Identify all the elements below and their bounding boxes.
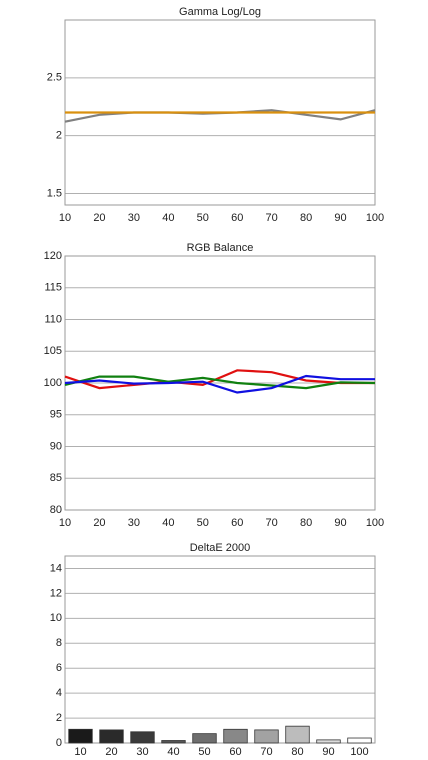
x-tick-label: 80: [300, 212, 312, 224]
x-tick-label: 10: [74, 746, 86, 758]
bar: [192, 733, 217, 744]
y-tick-label: 8: [56, 637, 62, 649]
x-tick-label: 30: [128, 517, 140, 529]
bar: [99, 729, 124, 744]
x-tick-label: 60: [231, 212, 243, 224]
y-tick-label: 105: [44, 345, 62, 357]
x-tick-label: 100: [366, 517, 384, 529]
y-tick-label: 2: [56, 712, 62, 724]
x-tick-label: 40: [167, 746, 179, 758]
bar: [285, 725, 310, 744]
x-tick-label: 20: [93, 517, 105, 529]
chart-title: RGB Balance: [187, 242, 254, 254]
x-tick-label: 40: [162, 517, 174, 529]
x-tick-label: 100: [350, 746, 368, 758]
x-tick-label: 100: [366, 212, 384, 224]
bar: [161, 740, 186, 744]
x-tick-label: 20: [93, 212, 105, 224]
y-tick-label: 14: [50, 562, 62, 574]
chart-title: DeltaE 2000: [190, 542, 251, 554]
y-tick-label: 0: [56, 737, 62, 749]
y-tick-label: 4: [56, 687, 62, 699]
data-line: [64, 369, 375, 390]
x-tick-label: 20: [105, 746, 117, 758]
x-tick-label: 30: [136, 746, 148, 758]
x-tick-label: 40: [162, 212, 174, 224]
x-tick-label: 60: [229, 746, 241, 758]
x-tick-label: 50: [197, 517, 209, 529]
x-tick-label: 80: [300, 517, 312, 529]
x-tick-label: 90: [322, 746, 334, 758]
data-line: [64, 374, 375, 394]
y-tick-label: 100: [44, 377, 62, 389]
x-tick-label: 60: [231, 517, 243, 529]
x-tick-label: 70: [260, 746, 272, 758]
y-tick-label: 6: [56, 662, 62, 674]
bar: [223, 728, 248, 744]
x-tick-label: 70: [266, 517, 278, 529]
x-tick-label: 10: [59, 212, 71, 224]
y-tick-label: 80: [50, 504, 62, 516]
x-tick-label: 90: [334, 517, 346, 529]
y-tick-label: 90: [50, 440, 62, 452]
y-tick-label: 115: [44, 282, 62, 294]
x-tick-label: 90: [334, 212, 346, 224]
x-tick-label: 30: [128, 212, 140, 224]
x-tick-label: 70: [266, 212, 278, 224]
y-tick-label: 95: [50, 409, 62, 421]
bar: [347, 737, 372, 744]
x-tick-label: 50: [197, 212, 209, 224]
data-line: [64, 375, 376, 390]
y-tick-label: 2: [56, 130, 62, 142]
y-tick-label: 110: [44, 313, 62, 325]
x-tick-label: 10: [59, 517, 71, 529]
y-tick-label: 12: [50, 587, 62, 599]
y-tick-label: 85: [50, 472, 62, 484]
y-tick-label: 1.5: [47, 187, 62, 199]
y-tick-label: 2.5: [47, 72, 62, 84]
bar: [130, 731, 155, 744]
plot-frame: [64, 555, 376, 744]
bar: [316, 739, 341, 744]
bar: [68, 728, 93, 744]
y-tick-label: 120: [44, 250, 62, 262]
x-tick-label: 50: [198, 746, 210, 758]
x-tick-label: 80: [291, 746, 303, 758]
y-tick-label: 10: [50, 612, 62, 624]
bar: [254, 729, 279, 744]
chart-title: Gamma Log/Log: [179, 6, 261, 18]
